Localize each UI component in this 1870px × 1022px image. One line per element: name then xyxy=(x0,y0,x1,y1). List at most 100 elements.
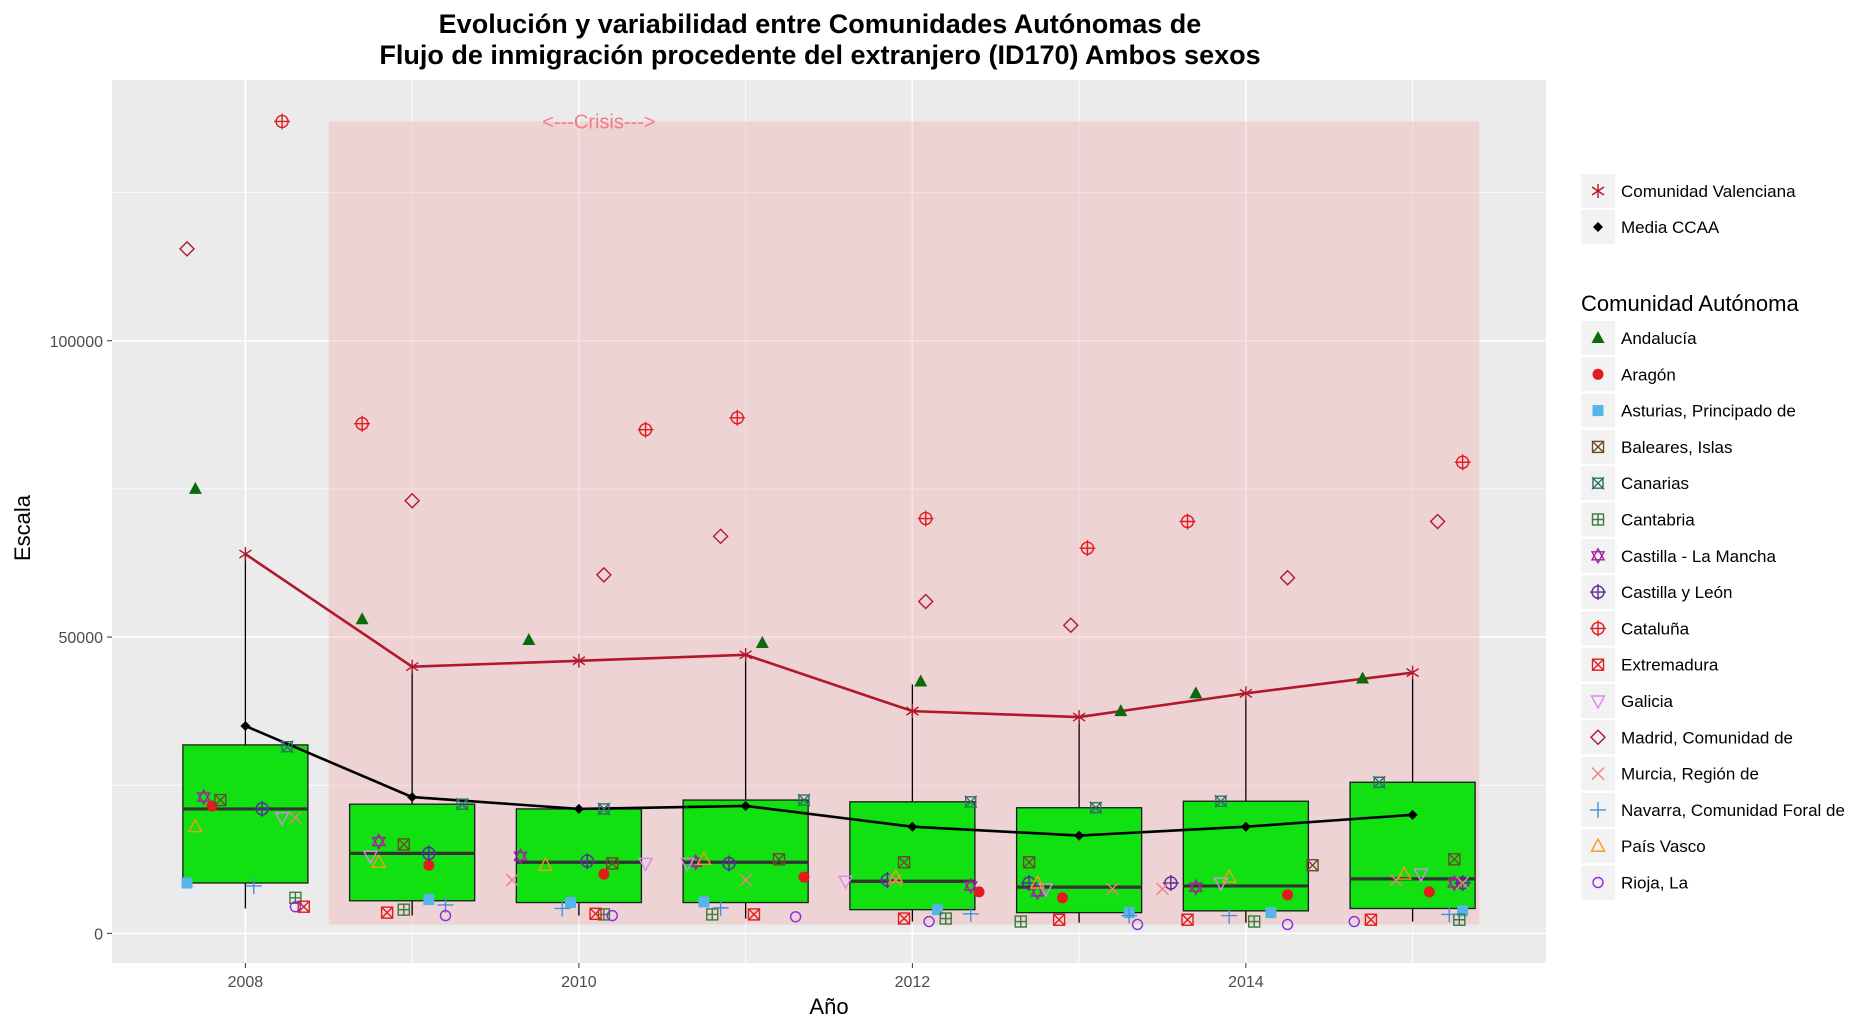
data-point xyxy=(1413,868,1429,883)
y-axis: 0 50000 100000 xyxy=(50,334,112,943)
data-point xyxy=(1356,671,1370,684)
data-point xyxy=(923,915,935,928)
data-point xyxy=(1364,913,1378,926)
data-point xyxy=(1121,907,1138,924)
line-point xyxy=(1240,821,1251,832)
series-Castilla y León xyxy=(254,800,1471,891)
data-point xyxy=(706,908,719,921)
legend-symbol xyxy=(1592,405,1604,417)
line-point xyxy=(740,800,751,811)
series-Andalucía xyxy=(188,481,1370,717)
boxplots xyxy=(182,554,1476,923)
data-point xyxy=(1056,892,1068,904)
data-point xyxy=(1423,886,1435,898)
legend-item: Aragón xyxy=(1581,357,1676,392)
data-point xyxy=(962,905,979,922)
x-tick-label: 2010 xyxy=(561,974,597,991)
y-tick-label: 50000 xyxy=(59,630,104,647)
data-point xyxy=(917,510,934,527)
legend-symbol xyxy=(1590,547,1606,565)
data-point xyxy=(597,802,611,816)
legend-symbol xyxy=(1591,767,1605,781)
data-point xyxy=(1454,454,1471,471)
line-point xyxy=(405,659,419,674)
legend-label: Madrid, Comunidad de xyxy=(1621,728,1793,747)
data-point xyxy=(1062,617,1079,634)
legend-symbol xyxy=(1591,658,1605,671)
region-points xyxy=(179,113,1471,931)
data-point xyxy=(797,793,811,807)
data-point xyxy=(729,409,746,426)
line-point xyxy=(239,547,252,562)
data-point xyxy=(637,421,654,438)
legend-label: Castilla y León xyxy=(1621,583,1733,602)
legend-symbol xyxy=(1590,584,1606,601)
data-point xyxy=(1214,794,1228,808)
data-point xyxy=(1441,906,1458,923)
data-point xyxy=(739,873,753,887)
legend-item: Cantabria xyxy=(1581,502,1695,537)
legend-key xyxy=(1581,720,1615,755)
legend-label: Canarias xyxy=(1621,474,1689,493)
data-point xyxy=(1213,877,1229,892)
data-point xyxy=(1089,801,1103,815)
data-point xyxy=(696,850,712,865)
legend-item: Castilla y León xyxy=(1581,575,1733,610)
boxplot-2012 xyxy=(849,684,976,922)
series-Cataluña xyxy=(274,113,1471,557)
data-point xyxy=(522,633,536,646)
data-point xyxy=(1131,918,1144,931)
legend-item: Rioja, La xyxy=(1581,865,1689,900)
grid-lines xyxy=(112,80,1546,963)
legend-label: Andalucía xyxy=(1621,329,1697,348)
data-point xyxy=(1396,865,1412,880)
y-tick-label: 100000 xyxy=(50,334,103,351)
legend-label: País Vasco xyxy=(1621,837,1706,856)
series-Navarra, Comunidad Foral de xyxy=(245,877,1458,924)
legend-item: Asturias, Principado de xyxy=(1581,393,1796,428)
data-point xyxy=(747,908,761,921)
legend-item: Madrid, Comunidad de xyxy=(1581,720,1793,755)
data-point xyxy=(280,740,294,754)
data-point xyxy=(274,113,291,130)
data-point xyxy=(1281,918,1294,931)
crisis-label: <---Crisis---> xyxy=(542,111,655,133)
data-point xyxy=(637,857,654,872)
legend-item: Canarias xyxy=(1581,466,1689,501)
data-point xyxy=(565,897,577,909)
legend-symbol xyxy=(1590,837,1606,852)
data-point xyxy=(589,907,602,921)
legend-label: Comunidad Valenciana xyxy=(1621,182,1796,201)
legend-symbol xyxy=(1590,620,1606,637)
data-point xyxy=(917,593,934,610)
legend-item: Murcia, Región de xyxy=(1581,756,1759,791)
line-point xyxy=(905,704,919,719)
data-point xyxy=(179,240,196,257)
y-axis-title: Escala xyxy=(10,494,35,561)
data-point xyxy=(1155,882,1169,896)
line-point xyxy=(1406,665,1419,680)
data-point xyxy=(964,795,978,809)
legend-item: Media CCAA xyxy=(1581,210,1720,244)
line-point xyxy=(240,720,251,731)
legend-item: Cataluña xyxy=(1581,611,1690,646)
data-point xyxy=(423,859,435,871)
line-point xyxy=(1239,686,1253,701)
data-point xyxy=(1052,913,1066,926)
chart-title-line2: Flujo de inmigración procedente del extr… xyxy=(379,40,1260,70)
data-point xyxy=(1221,868,1237,883)
legend-symbol xyxy=(1591,476,1605,490)
data-point xyxy=(439,909,452,922)
box xyxy=(849,801,976,911)
line-point xyxy=(907,821,918,832)
boxplot-2013 xyxy=(1015,720,1143,923)
crisis-region xyxy=(328,121,1480,925)
legend-item: Extremadura xyxy=(1581,647,1719,682)
legend-key xyxy=(1581,538,1615,573)
data-point xyxy=(254,800,271,817)
box xyxy=(682,799,809,904)
data-point xyxy=(1114,704,1128,717)
data-point xyxy=(513,847,528,865)
data-point xyxy=(712,528,729,545)
